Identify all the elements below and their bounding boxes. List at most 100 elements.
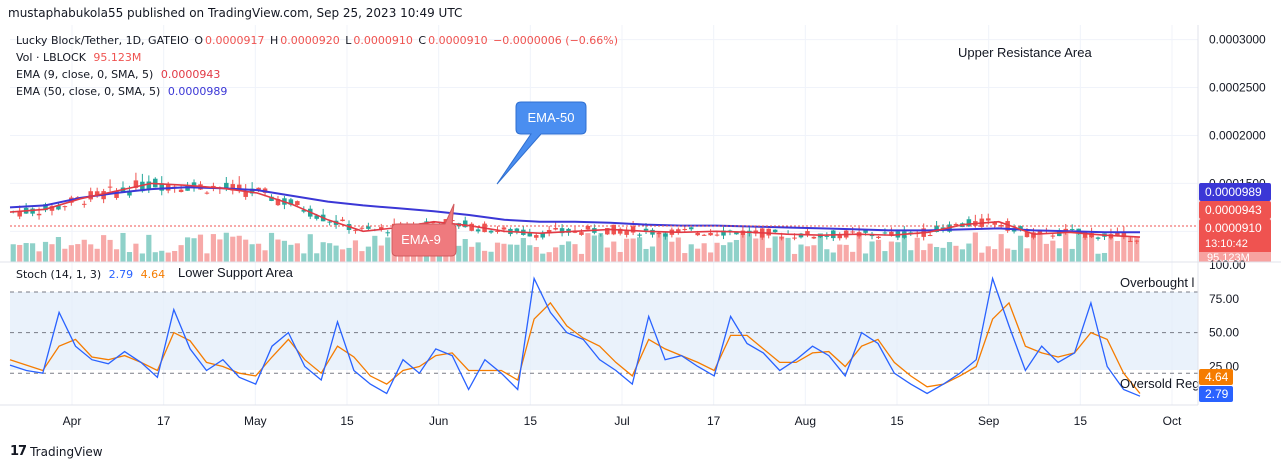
volume-bar xyxy=(456,245,462,262)
candle-body xyxy=(114,190,119,198)
candle-body xyxy=(424,221,429,223)
candle-body xyxy=(863,230,868,233)
time-tick-label: 17 xyxy=(157,414,171,428)
candle-body xyxy=(985,218,991,221)
candle-body xyxy=(1050,235,1056,237)
candle-body xyxy=(934,225,939,233)
volume-bar xyxy=(740,234,746,262)
volume-bar xyxy=(1063,233,1069,262)
volume-bar xyxy=(333,245,339,262)
volume-bar xyxy=(624,238,630,262)
volume-bar xyxy=(352,240,359,262)
upper-resistance-label: Upper Resistance Area xyxy=(958,45,1092,60)
volume-bar xyxy=(921,250,927,262)
volume-bar xyxy=(733,239,740,262)
volume-bar xyxy=(888,241,894,262)
ohlc-o: 0.0000917 xyxy=(204,34,265,47)
candle-body xyxy=(366,226,371,229)
volume-bar xyxy=(1043,243,1049,262)
volume-bar xyxy=(785,237,791,262)
volume-bar xyxy=(636,237,643,262)
candle-body xyxy=(553,227,558,230)
candle-body xyxy=(779,237,784,239)
volume-bar xyxy=(869,241,875,262)
candle-body xyxy=(682,228,688,230)
symbol-legend: Lucky Block/Tether, 1D, GATEIO O 0.000091… xyxy=(16,34,618,47)
stochastic-panel xyxy=(9,276,1198,397)
volume-bar xyxy=(152,252,158,262)
volume-bar xyxy=(314,253,320,262)
volume-bar xyxy=(17,244,23,262)
candle-body xyxy=(88,191,93,200)
candle-body xyxy=(889,231,894,236)
candle-body xyxy=(546,230,552,234)
volume-bar xyxy=(423,253,430,262)
volume-legend: Vol · LBLOCK 95.123M xyxy=(16,51,141,64)
candle-body xyxy=(256,187,261,190)
volume-bar xyxy=(617,251,623,262)
candle-body xyxy=(643,228,649,231)
ohlc-l-label: L xyxy=(345,34,352,47)
candle-body xyxy=(792,237,797,239)
volume-bar xyxy=(1069,248,1075,262)
time-tick-label: Sep xyxy=(978,414,1000,428)
volume-bar xyxy=(191,238,197,262)
candle-body xyxy=(81,203,87,205)
volume-bar xyxy=(365,246,371,262)
candle-body xyxy=(1069,229,1075,231)
volume-bar xyxy=(262,250,268,262)
ohlc-l: 0.0000910 xyxy=(353,34,413,47)
volume-bar xyxy=(630,238,636,262)
candle-body xyxy=(1037,230,1043,235)
volume-bar xyxy=(49,244,55,262)
volume-bar xyxy=(120,232,126,262)
candle-body xyxy=(501,227,507,230)
volume-bar xyxy=(779,236,785,262)
volume-bar xyxy=(817,233,823,262)
candle-body xyxy=(824,235,830,237)
volume-bar xyxy=(649,246,656,262)
stoch-legend: Stoch (14, 1, 3) 2.79 4.64 xyxy=(16,268,165,281)
volume-bar xyxy=(346,247,352,262)
candle-body xyxy=(992,221,997,225)
candle-body xyxy=(159,183,165,191)
candle-body xyxy=(953,223,959,226)
volume-bar xyxy=(94,248,100,262)
symbol-name[interactable]: Lucky Block/Tether, 1D, GATEIO xyxy=(16,34,189,47)
candle-body xyxy=(107,186,113,188)
volume-label[interactable]: Vol · LBLOCK xyxy=(16,51,86,64)
volume-bar xyxy=(178,245,184,262)
tradingview-footer[interactable]: 17 TradingView xyxy=(10,444,103,459)
volume-bar xyxy=(1037,233,1043,262)
volume-bar xyxy=(533,246,539,262)
volume-bar xyxy=(146,234,152,262)
volume-bar xyxy=(449,253,455,262)
ema9-label[interactable]: EMA (9, close, 0, SMA, 5) xyxy=(16,68,154,81)
volume-bar xyxy=(469,246,475,262)
stoch-badge-d: 4.64 xyxy=(1199,369,1233,385)
candle-body xyxy=(688,227,694,230)
volume-bar xyxy=(165,252,171,262)
stoch-label[interactable]: Stoch (14, 1, 3) xyxy=(16,268,102,281)
volume-bar xyxy=(798,244,804,262)
candle-body xyxy=(624,230,629,235)
candle-body xyxy=(966,219,972,227)
volume-bar xyxy=(824,249,830,262)
ema50-label[interactable]: EMA (50, close, 0, SMA, 5) xyxy=(16,85,161,98)
candle-body xyxy=(17,211,22,217)
time-axis[interactable]: Apr 17 May 15 Jun 15 Jul 17 Aug 15 Sep 15 Oct xyxy=(63,414,1182,428)
ema50-callout: EMA-50 xyxy=(496,101,587,185)
volume-bar xyxy=(940,247,946,262)
volume-bar xyxy=(204,253,210,262)
candle-body xyxy=(191,182,197,187)
volume-bar xyxy=(230,236,236,262)
candle-body xyxy=(488,230,494,233)
candle-body xyxy=(1082,232,1088,238)
candle-body xyxy=(656,232,662,235)
candle-body xyxy=(882,232,888,234)
stoch-tick-label: 50.00 xyxy=(1209,326,1239,340)
volume-bar xyxy=(75,244,81,262)
candle-body xyxy=(514,228,520,233)
